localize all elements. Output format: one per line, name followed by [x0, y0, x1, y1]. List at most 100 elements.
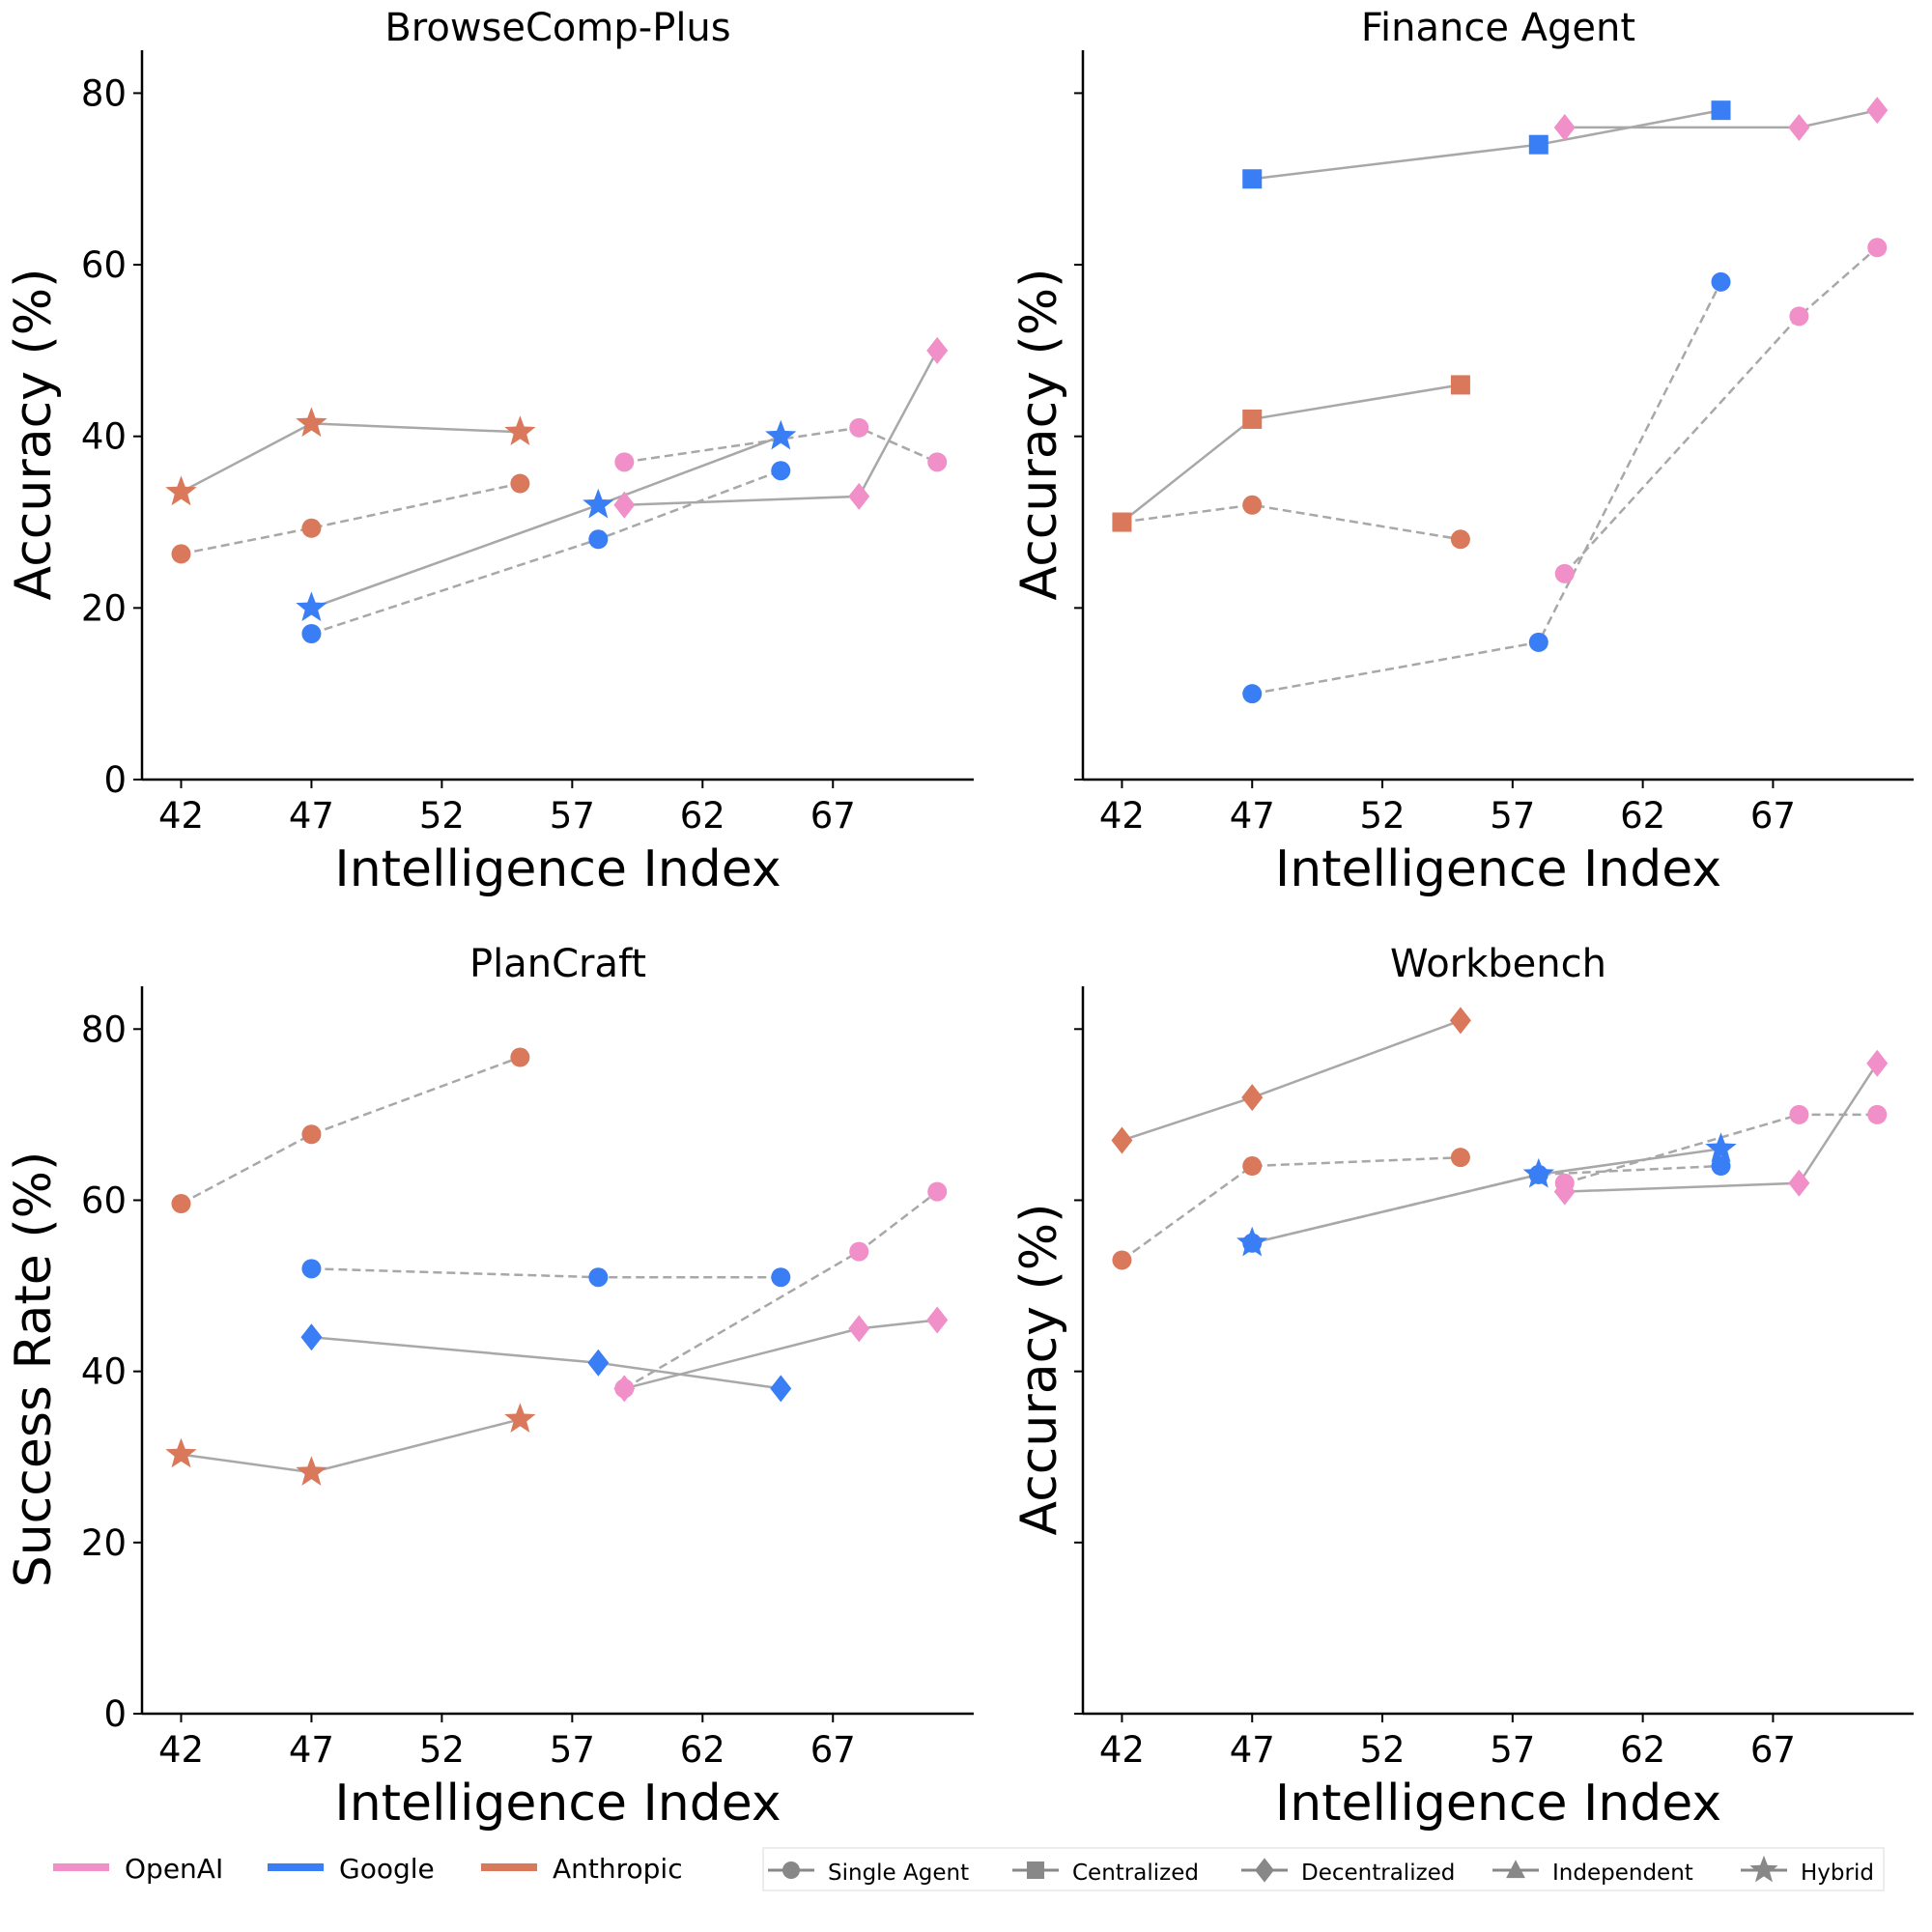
series-line-anthropic-decentralized: [1122, 1019, 1462, 1142]
data-point-anthropic-hybrid: [504, 415, 536, 445]
legend-marker-square-icon: [1027, 1861, 1044, 1879]
data-point-google-single-agent: [301, 624, 322, 643]
legend-label-independent: Independent: [1552, 1861, 1693, 1886]
y-tick-label: 40: [81, 416, 127, 458]
legend-swatch-openai: [53, 1863, 109, 1871]
legend-architectures: Single Agent Centralized Decentralized Inde…: [762, 1847, 1885, 1891]
series-line-anthropic-single-agent: [1121, 1155, 1461, 1262]
x-tick-label: 57: [550, 795, 595, 837]
data-point-anthropic-single-agent: [171, 544, 191, 564]
data-point-google-hybrid: [1522, 1157, 1554, 1188]
x-tick-label: 47: [289, 795, 334, 837]
data-point-anthropic-single-agent: [1450, 1148, 1470, 1168]
data-point-google-centralized: [1242, 169, 1263, 189]
chart-title: Workbench: [1390, 942, 1606, 986]
data-point-google-single-agent: [771, 461, 791, 481]
data-point-google-single-agent: [301, 1259, 322, 1279]
series-line-google-single-agent: [311, 1267, 781, 1279]
data-point-anthropic-decentralized: [1449, 1007, 1471, 1035]
data-point-anthropic-single-agent: [1242, 495, 1263, 515]
series-line-google-centralized: [1252, 108, 1721, 181]
series-line-google-hybrid: [310, 435, 781, 610]
y-axis-label: Accuracy (%): [5, 269, 63, 601]
data-point-google-single-agent: [1242, 684, 1263, 704]
data-point-anthropic-hybrid: [296, 407, 327, 438]
data-point-google-single-agent: [771, 1267, 791, 1288]
data-point-anthropic-single-agent: [1112, 1250, 1132, 1270]
series-line-openai-single-agent: [1563, 246, 1879, 575]
data-point-openai-decentralized: [848, 1315, 870, 1343]
legend-marker-circle-icon: [782, 1861, 800, 1879]
x-tick-label: 62: [680, 795, 725, 837]
legend-label-single-agent: Single Agent: [828, 1861, 969, 1886]
data-point-anthropic-hybrid: [504, 1403, 536, 1433]
legend-label-openai: OpenAI: [125, 1853, 223, 1885]
series-line-anthropic-hybrid: [180, 422, 521, 494]
data-point-google-centralized: [1711, 100, 1731, 121]
x-tick-label: 57: [1490, 795, 1535, 837]
data-point-google-hybrid: [1705, 1132, 1737, 1163]
legend-marker-star-icon: [1749, 1855, 1778, 1883]
x-tick-label: 52: [419, 1729, 465, 1771]
data-point-openai-single-agent: [1554, 563, 1575, 583]
data-point-google-decentralized: [770, 1375, 792, 1403]
data-point-openai-decentralized: [1788, 113, 1810, 141]
x-tick-label: 67: [810, 1729, 856, 1771]
legend-providers: OpenAI Google Anthropic: [53, 1853, 683, 1885]
chart-title: PlanCraft: [469, 942, 646, 986]
series-line-google-single-agent: [311, 469, 781, 636]
data-point-anthropic-decentralized: [1111, 1126, 1133, 1154]
y-tick-label: 60: [81, 244, 127, 286]
x-tick-label: 42: [1099, 795, 1145, 837]
chart-title: Finance Agent: [1361, 6, 1635, 50]
data-point-openai-decentralized: [613, 491, 636, 519]
legend-label-centralized: Centralized: [1072, 1861, 1199, 1886]
y-tick-label: 60: [81, 1179, 127, 1221]
data-point-openai-decentralized: [926, 336, 949, 364]
data-point-openai-decentralized: [1866, 97, 1889, 125]
y-tick-label: 0: [103, 759, 127, 801]
y-tick-label: 20: [81, 1522, 127, 1564]
series-line-anthropic-hybrid: [181, 1418, 521, 1474]
data-point-google-single-agent: [588, 1267, 609, 1288]
panel-workbench: Workbench 42 47 52 57 62 67 Intelligence Index A…: [1010, 942, 1914, 1833]
x-tick-label: 57: [1490, 1729, 1535, 1771]
x-tick-label: 52: [1359, 795, 1405, 837]
data-point-openai-single-agent: [614, 452, 635, 472]
data-point-anthropic-single-agent: [301, 518, 322, 538]
data-point-openai-single-agent: [927, 452, 948, 472]
panel-browsecomp-plus: BrowseComp-Plus 42 47 52 57 62 67 0 20 40 60 80 Inte…: [5, 6, 974, 898]
legend-swatch-google: [268, 1863, 324, 1871]
x-tick-label: 62: [680, 1729, 725, 1771]
data-point-google-hybrid: [296, 591, 327, 622]
series-line-anthropic-single-agent: [181, 482, 521, 555]
x-axis-label: Intelligence Index: [334, 840, 781, 898]
data-point-openai-decentralized: [613, 1375, 636, 1403]
y-tick-label: 20: [81, 587, 127, 629]
data-point-openai-decentralized: [1788, 1169, 1810, 1197]
data-point-openai-single-agent: [1867, 1104, 1888, 1124]
data-point-openai-decentralized: [1866, 1049, 1889, 1077]
y-tick-label: 80: [81, 1009, 127, 1050]
x-tick-label: 62: [1620, 1729, 1665, 1771]
legend-marker-triangle-icon: [1506, 1860, 1525, 1879]
data-point-google-decentralized: [300, 1323, 323, 1351]
y-axis-label: Accuracy (%): [1010, 1204, 1068, 1536]
x-axis-label: Intelligence Index: [334, 1775, 781, 1833]
x-tick-label: 52: [419, 795, 465, 837]
y-axis-label: Accuracy (%): [1010, 269, 1068, 601]
x-tick-label: 57: [550, 1729, 595, 1771]
data-point-google-single-agent: [1711, 1156, 1731, 1177]
data-point-google-hybrid: [765, 419, 797, 450]
data-point-openai-single-agent: [1789, 306, 1809, 327]
data-point-openai-decentralized: [848, 482, 870, 510]
series-line-google-single-agent: [1251, 281, 1722, 696]
x-tick-label: 42: [1099, 1729, 1145, 1771]
data-point-anthropic-hybrid: [165, 475, 197, 506]
data-point-openai-single-agent: [849, 417, 869, 438]
x-tick-label: 42: [158, 795, 204, 837]
y-tick-label: 0: [103, 1693, 127, 1735]
x-tick-label: 42: [158, 1729, 204, 1771]
x-axis-label: Intelligence Index: [1275, 840, 1721, 898]
data-point-anthropic-centralized: [1112, 512, 1132, 532]
